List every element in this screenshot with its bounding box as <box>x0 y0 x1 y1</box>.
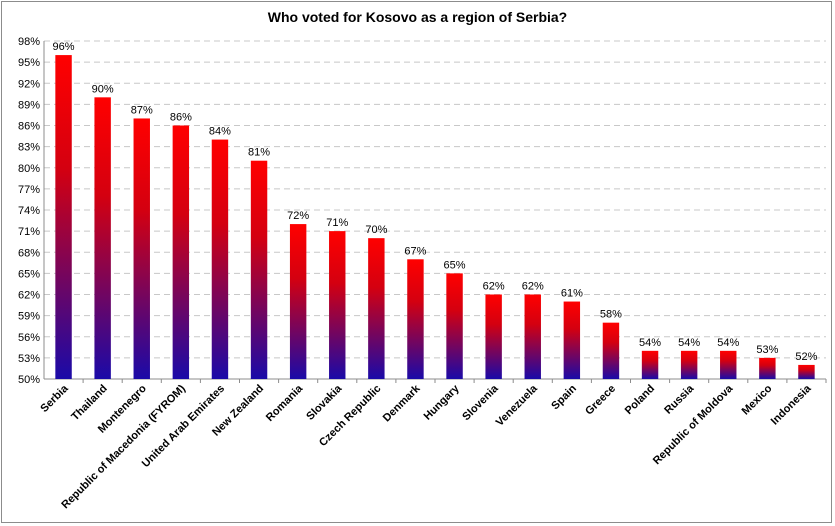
category-label: Slovenia <box>460 382 501 423</box>
bar <box>172 125 190 379</box>
y-tick-label: 77% <box>18 184 40 196</box>
y-tick-label: 95% <box>18 57 40 69</box>
bar <box>485 294 502 379</box>
y-tick-label: 92% <box>18 78 40 90</box>
data-label: 54% <box>717 337 739 349</box>
data-label: 62% <box>522 281 544 293</box>
data-label: 54% <box>678 337 700 349</box>
y-tick-label: 68% <box>18 247 40 259</box>
y-tick-label: 80% <box>18 163 40 175</box>
data-label: 81% <box>248 147 270 159</box>
axes <box>43 41 827 383</box>
bars <box>55 55 815 379</box>
category-label: Serbia <box>38 382 71 415</box>
y-tick-label: 56% <box>18 332 40 344</box>
data-label: 84% <box>209 126 231 138</box>
y-tick-label: 71% <box>18 226 40 238</box>
bar <box>289 224 307 379</box>
category-label: Denmark <box>381 382 423 424</box>
category-label: Republic of Moldova <box>651 382 736 467</box>
data-label: 87% <box>131 104 153 116</box>
bar <box>563 301 581 379</box>
y-tick-label: 83% <box>18 142 40 154</box>
data-label: 96% <box>53 41 75 53</box>
y-tick-label: 89% <box>18 99 40 111</box>
data-label: 58% <box>600 309 622 321</box>
bar <box>211 139 229 379</box>
data-label: 62% <box>483 281 505 293</box>
data-label: 86% <box>170 112 192 124</box>
data-label: 70% <box>365 224 387 236</box>
bar <box>407 259 424 379</box>
y-tick-label: 74% <box>18 205 40 217</box>
data-labels: 96% 90% 87% 86% 84% 81% 72% 71% 70% 67% 65% 62% 62% 6… <box>53 41 818 363</box>
data-label: 67% <box>404 245 426 257</box>
y-tick-label: 50% <box>18 374 40 386</box>
data-label: 72% <box>287 210 309 222</box>
bar <box>680 350 698 379</box>
data-label: 61% <box>561 288 583 300</box>
bar <box>641 350 659 379</box>
bar <box>798 364 815 379</box>
y-tick-label: 98% <box>18 36 40 48</box>
category-label: Mexico <box>740 382 775 417</box>
data-label: 54% <box>639 337 661 349</box>
bar <box>94 97 111 379</box>
category-label: Slovakia <box>304 382 345 423</box>
y-tick-label: 86% <box>18 121 40 133</box>
data-label: 90% <box>92 83 114 95</box>
data-label: 65% <box>444 259 466 271</box>
y-tick-labels: 50% 53% 56% 59% 62% 65% 68% 71% 74% 77% 80% 83% 86% 8… <box>18 36 40 386</box>
y-tick-label: 59% <box>18 311 40 323</box>
bar <box>720 350 737 379</box>
category-label: Venezuela <box>494 382 541 429</box>
chart-title: Who voted for Kosovo as a region of Serb… <box>267 9 568 25</box>
bar <box>524 294 541 379</box>
bar <box>602 322 620 379</box>
bar <box>250 160 268 379</box>
category-label: Hungary <box>422 382 463 423</box>
category-label: Romania <box>264 382 306 424</box>
grid-lines <box>44 40 826 359</box>
y-tick-label: 53% <box>18 353 40 365</box>
bar <box>329 231 346 379</box>
bar <box>55 55 72 379</box>
bar <box>759 357 776 379</box>
category-label: Greece <box>583 383 618 418</box>
category-label: Indonesia <box>769 382 814 427</box>
category-label: Thailand <box>69 383 109 423</box>
category-label: Poland <box>623 383 657 417</box>
category-label: Spain <box>549 382 579 412</box>
data-label: 52% <box>795 351 817 363</box>
y-tick-label: 65% <box>18 268 40 280</box>
data-label: 53% <box>756 344 778 356</box>
y-tick-label: 62% <box>18 290 40 302</box>
category-label: Russia <box>662 382 697 417</box>
bar <box>133 118 150 379</box>
bar <box>368 238 385 379</box>
bar <box>446 273 463 379</box>
data-label: 71% <box>326 217 348 229</box>
